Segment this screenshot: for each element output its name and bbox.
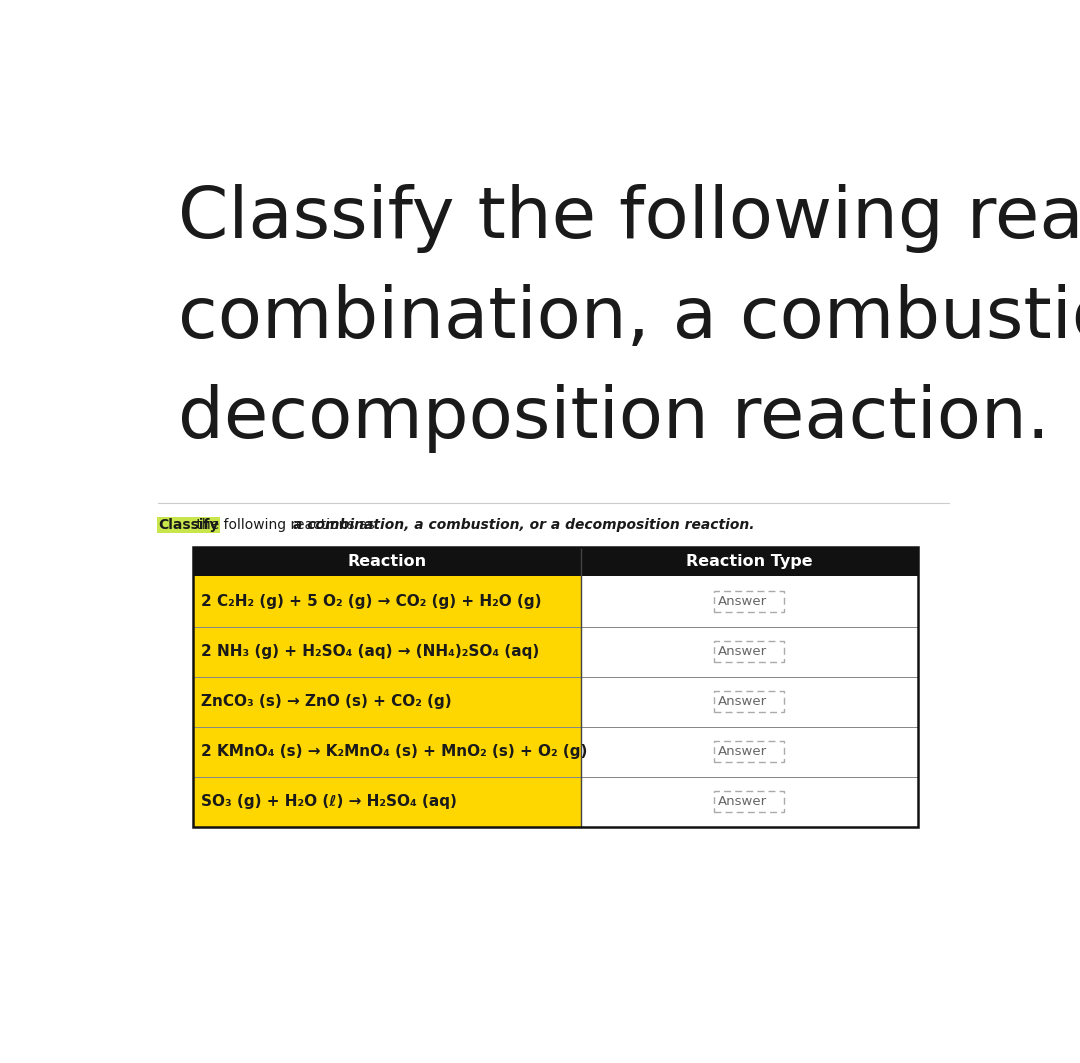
Bar [581,777,918,827]
Bar [581,576,918,626]
Bar [193,626,581,676]
Bar [581,626,918,676]
Bar [714,591,784,612]
Bar [193,547,918,827]
Bar [581,727,918,777]
Text: SO₃ (g) + H₂O (ℓ) → H₂SO₄ (aq): SO₃ (g) + H₂O (ℓ) → H₂SO₄ (aq) [201,794,457,809]
Text: Answer: Answer [717,695,767,708]
Text: 2 C₂H₂ (g) + 5 O₂ (g) → CO₂ (g) + H₂O (g): 2 C₂H₂ (g) + 5 O₂ (g) → CO₂ (g) + H₂O (g… [201,594,541,609]
Text: combination, a combustion, or a: combination, a combustion, or a [177,284,1080,353]
Text: a combination, a combustion, or a decomposition reaction.: a combination, a combustion, or a decomp… [293,518,755,532]
Text: ZnCO₃ (s) → ZnO (s) + CO₂ (g): ZnCO₃ (s) → ZnO (s) + CO₂ (g) [201,694,451,709]
Bar [581,676,918,727]
Text: Answer: Answer [717,745,767,758]
Bar [714,791,784,812]
Bar [193,727,581,777]
Bar [714,691,784,712]
Bar [714,741,784,762]
Text: 2 KMnO₄ (s) → K₂MnO₄ (s) + MnO₂ (s) + O₂ (g): 2 KMnO₄ (s) → K₂MnO₄ (s) + MnO₂ (s) + O₂… [201,744,588,759]
Bar [714,641,784,662]
Text: 2 NH₃ (g) + H₂SO₄ (aq) → (NH₄)₂SO₄ (aq): 2 NH₃ (g) + H₂SO₄ (aq) → (NH₄)₂SO₄ (aq) [201,644,539,659]
Bar [193,547,918,576]
Text: Classify: Classify [159,518,219,532]
Text: Answer: Answer [717,645,767,658]
Text: Answer: Answer [717,595,767,608]
Text: Reaction Type: Reaction Type [686,554,812,570]
Text: Answer: Answer [717,795,767,808]
Text: decomposition reaction.: decomposition reaction. [177,384,1050,453]
Text: Classify the following reactions as a: Classify the following reactions as a [177,184,1080,253]
Text: Reaction: Reaction [348,554,427,570]
Bar [193,676,581,727]
Bar [193,576,581,626]
Text: the following reactions as: the following reactions as [192,518,379,532]
Bar [193,777,581,827]
